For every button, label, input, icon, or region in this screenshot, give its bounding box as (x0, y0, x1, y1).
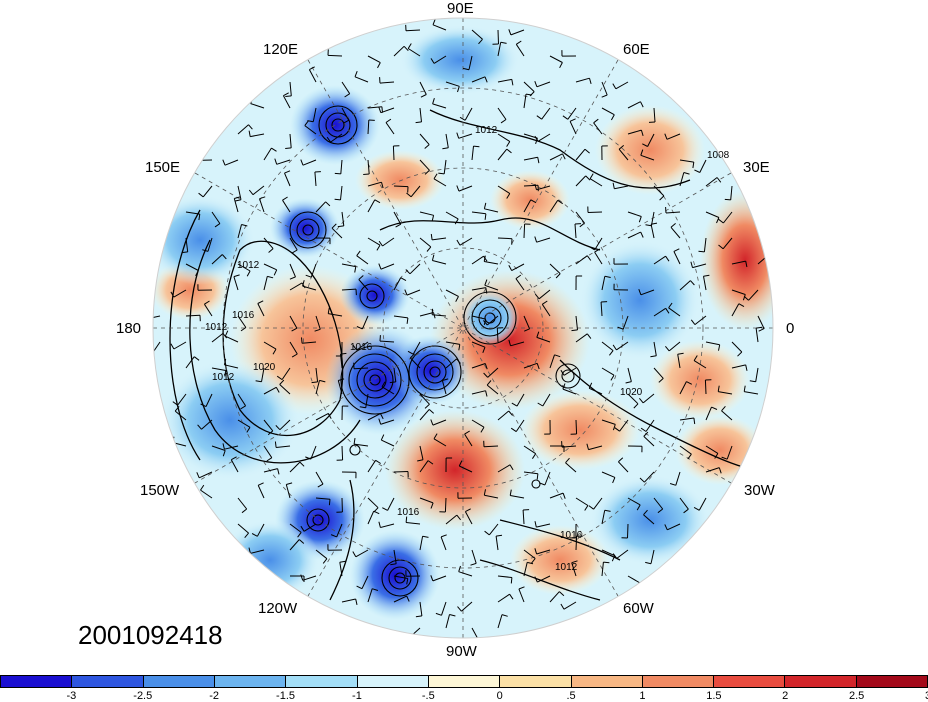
isobar-label: 1012 (475, 125, 498, 136)
colorbar-tick-label: -1 (352, 690, 362, 702)
isobar-label: 1012 (237, 260, 260, 271)
colorbar-tick-label: 1 (639, 690, 646, 702)
longitude-label-120w: 120W (258, 600, 298, 617)
colorbar-tick-label: -2.5 (133, 690, 153, 702)
colorbar-bin (642, 676, 715, 687)
isobar-label: 1020 (253, 362, 276, 373)
longitude-label-150e: 150E (145, 159, 181, 176)
colorbar-bin (286, 676, 358, 687)
longitude-label-30w: 30W (744, 482, 775, 499)
isobar-label: 1016 (560, 530, 583, 541)
longitude-label-90e: 90E (447, 0, 474, 17)
colorbar-tick-label: 2 (782, 690, 789, 702)
map-boundary (152, 17, 774, 639)
colorbar-tick-label: -1.5 (276, 690, 296, 702)
colorbar-bin (143, 676, 215, 687)
anomaly-shading (153, 18, 773, 638)
isobar-label: 1016 (397, 507, 420, 518)
colorbar-bin (571, 676, 643, 687)
colorbar-tick-label: 2.5 (848, 690, 865, 702)
longitude-label-120e: 120E (263, 41, 299, 58)
isobar-label: 1012 (205, 322, 228, 333)
colorbar (0, 675, 928, 688)
colorbar-bin (1, 676, 73, 687)
longitude-label-180: 180 (116, 320, 142, 337)
colorbar-bin (714, 676, 786, 687)
colorbar-tick-label: 0 (496, 690, 503, 702)
longitude-label-150w: 150W (140, 482, 180, 499)
isobar-label: 1020 (620, 387, 643, 398)
longitude-label-30e: 30E (743, 159, 770, 176)
isobar-label: 1016 (232, 310, 255, 321)
colorbar-tick-label: 3 (925, 690, 928, 702)
longitude-label-60e: 60E (623, 41, 650, 58)
colorbar-bin (72, 676, 144, 687)
colorbar-bin (856, 676, 928, 687)
colorbar-tick-label: -2 (209, 690, 220, 702)
isobar-contours (169, 109, 761, 601)
colorbar-bin (214, 676, 287, 687)
colorbar-tick-label: -.5 (421, 690, 435, 702)
longitude-label-60w: 60W (623, 600, 654, 617)
colorbar-bin (357, 676, 429, 687)
isobar-label: 1012 (555, 562, 578, 573)
colorbar-bin (428, 676, 501, 687)
colorbar-bin (785, 676, 857, 687)
longitude-label-90w: 90W (446, 643, 477, 660)
isobar-label: 1016 (350, 342, 373, 353)
isobar-label: 1012 (212, 372, 235, 383)
longitude-label-0: 0 (786, 320, 795, 337)
colorbar-bin (500, 676, 572, 687)
colorbar-tick-label: -3 (66, 690, 77, 702)
colorbar-tick-label: .5 (566, 690, 576, 702)
colorbar-tick-label: 1.5 (706, 690, 722, 702)
graticule (153, 18, 773, 638)
date-time-stamp: 2001092418 (78, 620, 223, 650)
isobar-value-labels: 1008 1012 1012 1012 1016 1016 1016 1020 1020 1012… (205, 125, 730, 573)
wind-barbs (153, 19, 773, 638)
isobar-label: 1008 (707, 150, 730, 161)
